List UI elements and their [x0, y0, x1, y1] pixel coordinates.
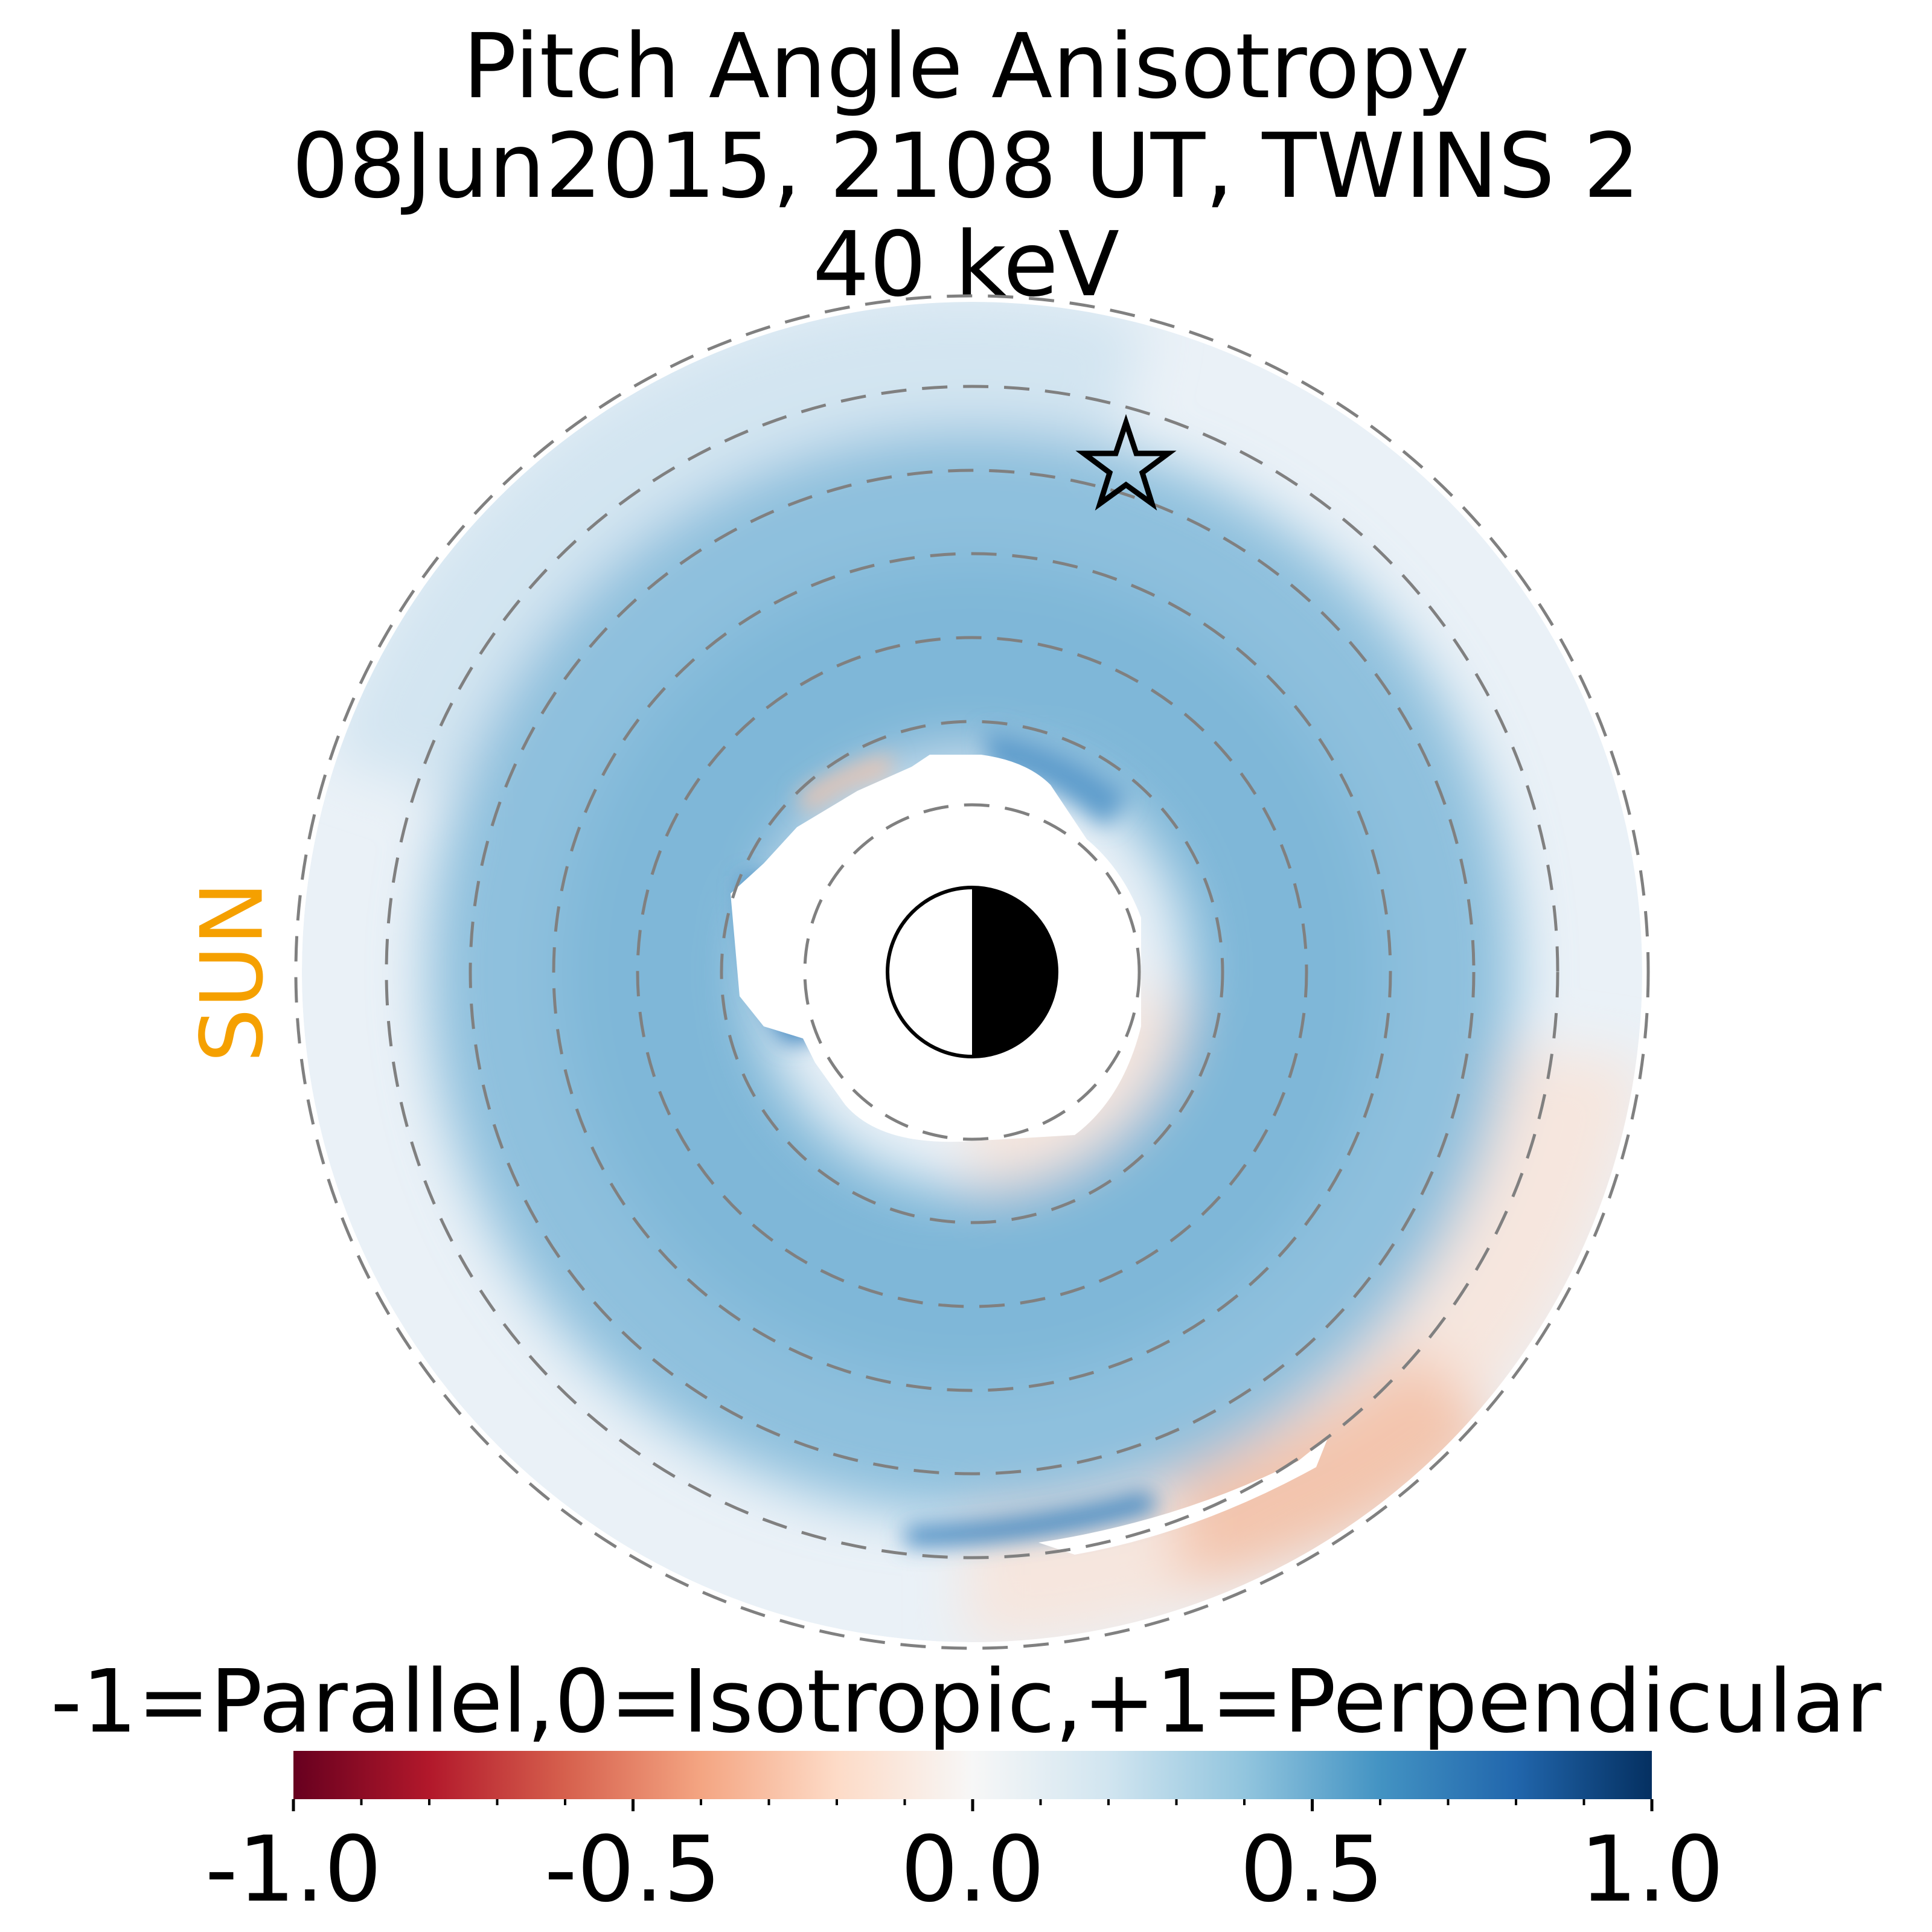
- dusk-red-strong: [1177, 1346, 1497, 1582]
- colorbar-label: -1=Parallel,0=Isotropic,+1=Perpendicular: [50, 1651, 1882, 1752]
- dusk-blank-gap: [1038, 1437, 1328, 1555]
- star-icon: [1075, 414, 1177, 511]
- chart-title-line-2: 08Jun2015, 2108 UT, TWINS 2: [292, 114, 1640, 218]
- dashed-ring: [294, 294, 1650, 1650]
- lower-blue-streak: [906, 1491, 1159, 1546]
- dashed-rings: [294, 294, 1650, 1650]
- dashed-ring: [803, 803, 1141, 1141]
- colorbar-tick-label: 0.5: [1239, 1817, 1384, 1922]
- upper-blue-patch: [984, 731, 1129, 827]
- colorbar-tick-label: 0.0: [900, 1817, 1045, 1922]
- chart-title-line-1: Pitch Angle Anisotropy: [462, 14, 1470, 118]
- colorbar-tick-label: -1.0: [205, 1817, 382, 1922]
- dashed-ring: [636, 636, 1308, 1308]
- colorbar: [292, 1751, 1654, 1811]
- colorbar-gradient: [293, 1751, 1652, 1799]
- inner-red-patch: [797, 755, 894, 812]
- dashed-ring: [469, 469, 1476, 1476]
- sun-direction-label: SUN: [182, 881, 283, 1063]
- dashed-ring: [552, 552, 1392, 1392]
- dashed-ring: [720, 720, 1224, 1224]
- earth-icon: [886, 886, 1058, 1058]
- colorbar-tick-label: 1.0: [1579, 1817, 1724, 1922]
- colorbar-tick-label: -0.5: [544, 1817, 721, 1922]
- dashed-ring: [385, 385, 1559, 1559]
